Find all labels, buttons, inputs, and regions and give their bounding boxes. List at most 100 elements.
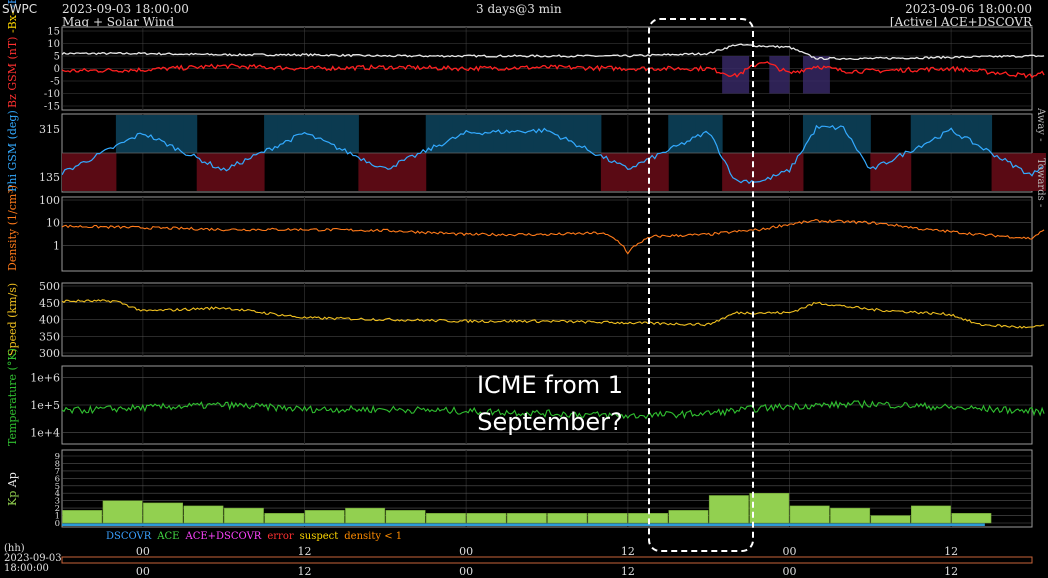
p3-ylabel: Density (1/cm³) — [6, 185, 19, 271]
p3-ytick-2: 1 — [53, 239, 60, 252]
p6-ytick-9: 0 — [55, 519, 60, 529]
phi-band-54 — [789, 153, 804, 191]
legend-item-5: density < 1 — [344, 531, 403, 542]
p1-ylabel-part-1: -Bx- — [6, 8, 19, 33]
phi-band-23 — [371, 153, 386, 191]
kp-bar-10 — [466, 513, 507, 524]
xtick-top-2: 00 — [459, 545, 474, 558]
p6-ytick-8: 1 — [55, 512, 60, 522]
kp-bar-22 — [951, 513, 992, 524]
kp-bar-18 — [789, 505, 830, 524]
phi-band-67 — [964, 115, 979, 153]
p3-ytick-0: 100 — [39, 194, 60, 207]
legend-item-3: error — [267, 531, 294, 542]
phi-band-7 — [156, 115, 171, 153]
phi-band-35 — [533, 115, 548, 153]
kp-bar-7 — [345, 507, 386, 524]
p6-ytick-7: 2 — [55, 504, 60, 514]
p1-highlight-1 — [769, 56, 790, 94]
phi-band-30 — [466, 115, 481, 153]
phi-band-69 — [991, 153, 1006, 191]
time-scrollbar — [61, 556, 1033, 564]
phi-band-42 — [627, 153, 642, 191]
phi-band-37 — [560, 115, 575, 153]
phi-band-70 — [1005, 153, 1020, 191]
phi-band-60 — [870, 153, 885, 191]
phi-band-72 — [1032, 153, 1046, 191]
kp-bar-4 — [223, 507, 264, 524]
p4-ytick-0: 500 — [39, 280, 60, 293]
kp-bar-3 — [183, 505, 224, 524]
kp-bar-11 — [506, 513, 547, 524]
hh-label: (hh) — [4, 543, 25, 554]
end-time: 2023-09-06 18:00:00 — [905, 2, 1032, 16]
phi-band-24 — [385, 153, 400, 191]
xtick-bottom-2: 00 — [459, 565, 474, 578]
panel-frame-3 — [61, 196, 1033, 272]
icme-highlight-box — [648, 18, 754, 552]
p4-ytick-3: 350 — [39, 330, 60, 343]
start-time: 2023-09-03 18:00:00 — [62, 2, 189, 16]
phi-band-12 — [223, 153, 238, 191]
phi-band-59 — [856, 115, 871, 153]
kp-bar-17 — [749, 492, 790, 524]
series-temperature-line — [61, 399, 1045, 420]
phi-band-21 — [344, 115, 359, 153]
xtick-bottom-5: 12 — [944, 565, 959, 578]
phi-band-28 — [439, 115, 454, 153]
kp-bar-12 — [547, 513, 588, 524]
phi-band-65 — [937, 115, 952, 153]
phi-band-6 — [142, 115, 157, 153]
p6-ytick-2: 7 — [55, 467, 60, 477]
phi-band-52 — [762, 153, 777, 191]
xtick-bottom-0: 00 — [135, 565, 150, 578]
kp-bar-13 — [587, 513, 628, 524]
xtick-top-4: 00 — [782, 545, 797, 558]
p1-ytick-0: 15 — [47, 27, 60, 38]
legend-item-0: DSCOVR — [106, 531, 152, 542]
p4-ytick-4: 300 — [39, 347, 60, 360]
phi-band-55 — [802, 115, 817, 153]
phi-band-57 — [829, 115, 844, 153]
phi-band-8 — [169, 115, 184, 153]
phi-band-0 — [62, 153, 76, 191]
p5-ytick-2: 1e+4 — [30, 427, 60, 440]
xtick-bottom-4: 00 — [782, 565, 797, 578]
p1-ylabel-part-0: Bz GSM (nT) — [6, 33, 19, 108]
phi-band-25 — [398, 153, 413, 191]
away-label: Away - — [1035, 108, 1046, 142]
phi-band-18 — [304, 115, 319, 153]
p1-ytick-2: 5 — [54, 52, 60, 63]
phi-band-56 — [816, 115, 831, 153]
series-phi-line — [61, 124, 1044, 185]
legend-item-4: suspect — [299, 531, 339, 542]
phi-band-31 — [479, 115, 494, 153]
phi-band-61 — [883, 153, 898, 191]
kp-bar-2 — [143, 502, 183, 524]
p1-ylabel: Bz GSM (nT) -Bx- -By- Bt — [6, 0, 19, 108]
phi-band-5 — [129, 115, 144, 153]
phi-band-32 — [493, 115, 508, 153]
phi-band-9 — [183, 115, 198, 153]
phi-band-20 — [331, 115, 346, 153]
p6-ytick-3: 6 — [55, 474, 60, 484]
p2-ylabel: Phi GSM (deg) — [6, 110, 19, 192]
p6-ytick-6: 3 — [55, 497, 60, 507]
phi-band-41 — [614, 153, 629, 191]
icme-line-2: September? — [477, 408, 623, 436]
kp-bar-9 — [426, 513, 466, 524]
kp-bar-21 — [911, 505, 951, 524]
phi-band-1 — [75, 153, 90, 191]
p4-ytick-2: 400 — [39, 314, 60, 327]
phi-band-66 — [951, 115, 966, 153]
kp-bar-16 — [708, 495, 749, 524]
phi-band-13 — [237, 153, 252, 191]
p1-ytick-3: 0 — [54, 64, 60, 75]
source-status: [Active] ACE+DSCOVR — [889, 15, 1032, 29]
p2-ytick-1: 135 — [39, 171, 60, 184]
p1-ytick-1: 10 — [47, 39, 60, 50]
p3-ytick-1: 10 — [46, 217, 60, 230]
xtick-top-3: 12 — [620, 545, 635, 558]
phi-band-22 — [358, 153, 373, 191]
